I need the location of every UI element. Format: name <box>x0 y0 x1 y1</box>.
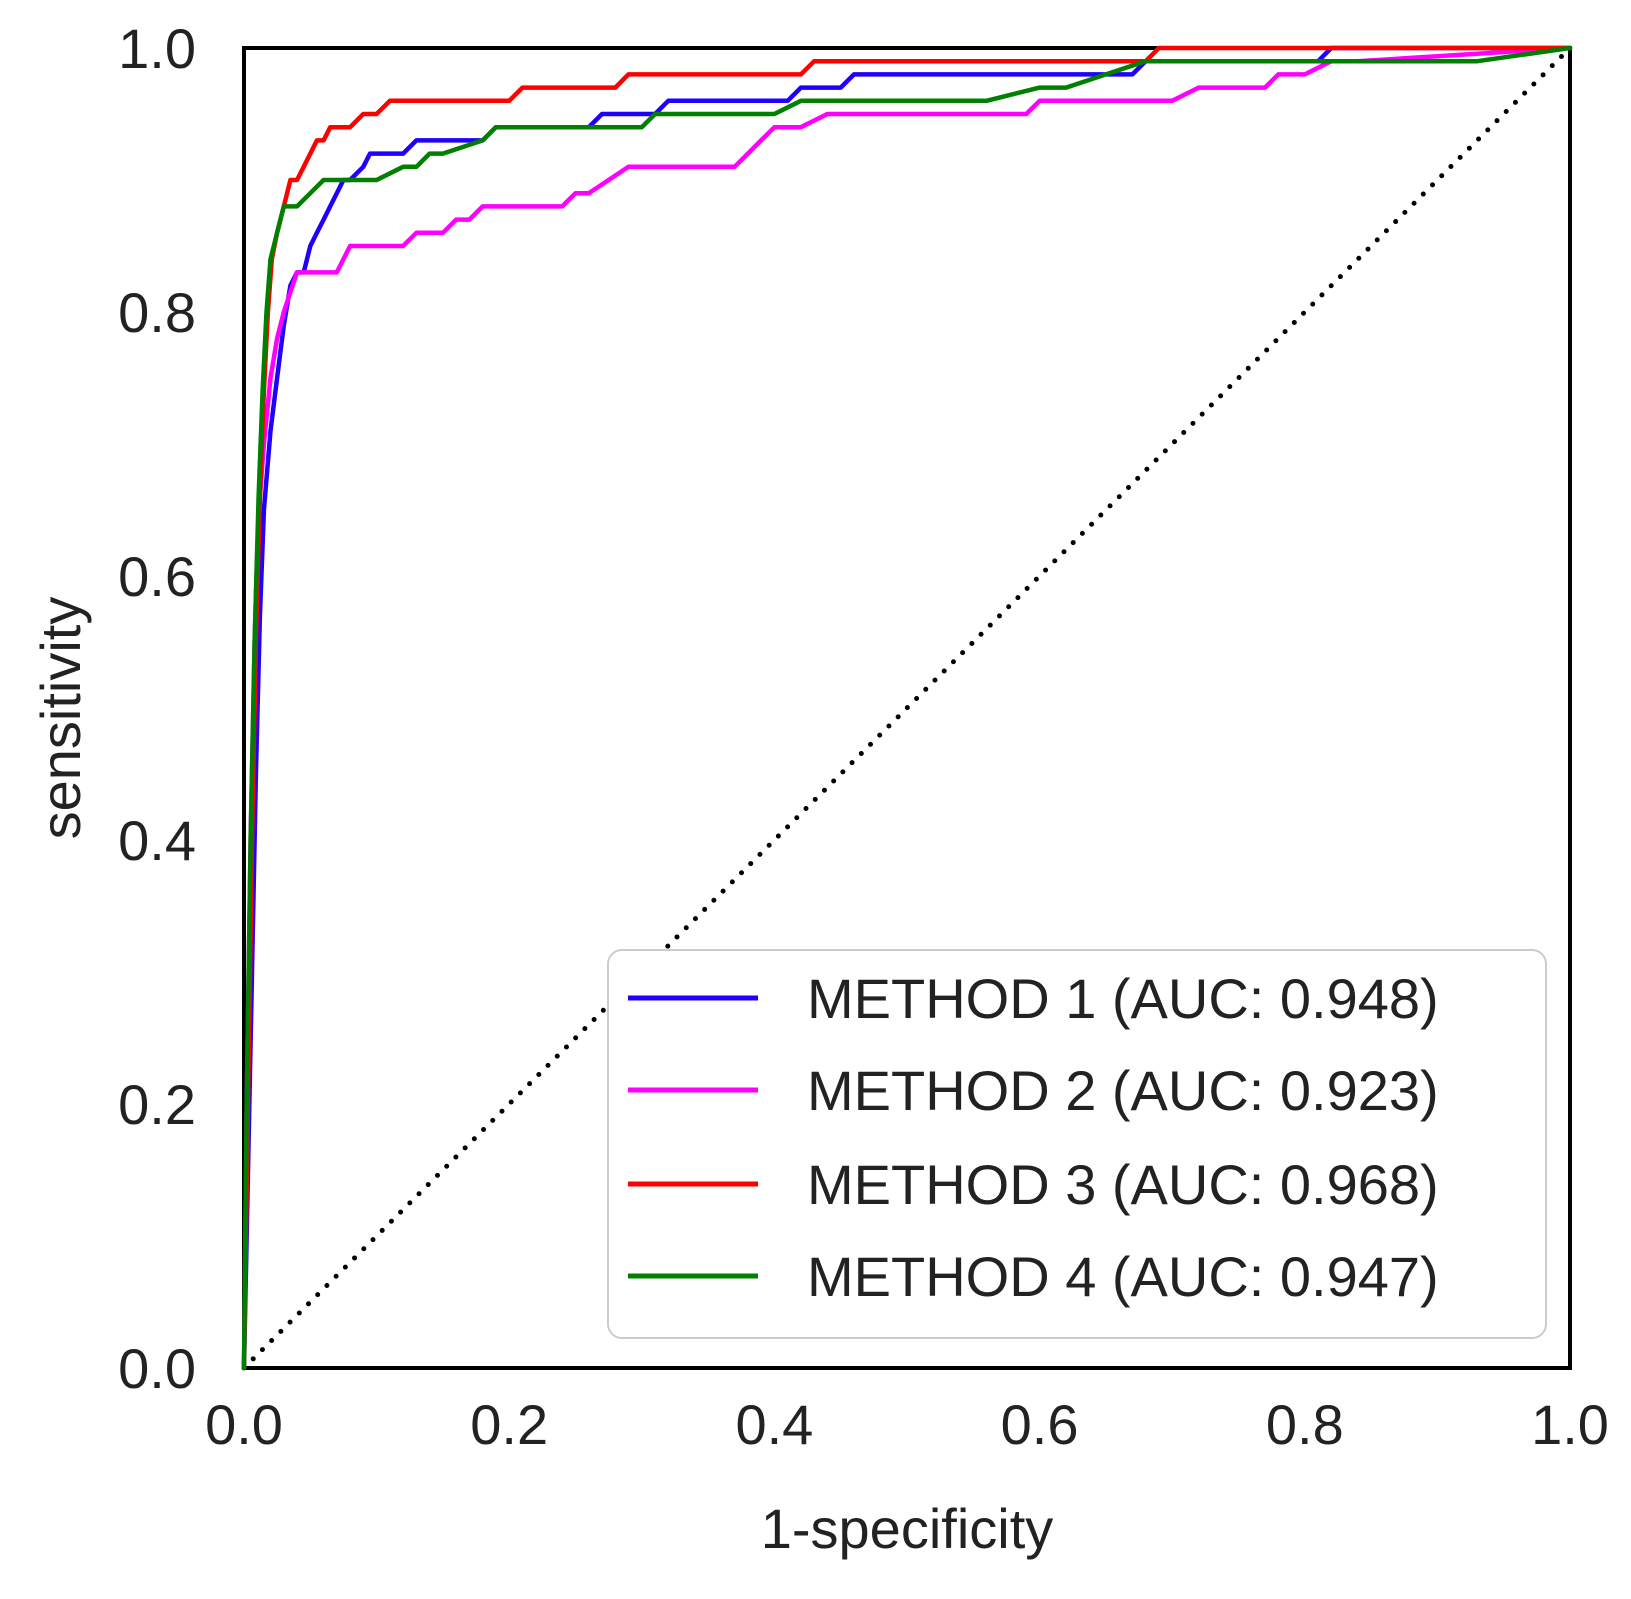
y-tick-label: 0.6 <box>118 545 196 608</box>
y-tick-label: 1.0 <box>118 17 196 80</box>
series-line-method-1 <box>241 45 1573 1371</box>
x-axis-ticks: 0.0 0.2 0.4 0.6 0.8 1.0 <box>205 1393 1609 1456</box>
y-axis-title: sensitivity <box>29 597 92 840</box>
x-tick-label: 0.8 <box>1266 1393 1344 1456</box>
y-tick-label: 0.8 <box>118 281 196 344</box>
series-line-method-2 <box>241 45 1573 1371</box>
legend: METHOD 1 (AUC: 0.948) METHOD 2 (AUC: 0.9… <box>607 949 1547 1339</box>
legend-label-method-1: METHOD 1 (AUC: 0.948) <box>807 967 1439 1030</box>
legend-label-method-2: METHOD 2 (AUC: 0.923) <box>807 1059 1439 1122</box>
y-tick-label: 0.4 <box>118 809 196 872</box>
y-tick-label: 0.2 <box>118 1073 196 1136</box>
x-tick-label: 0.0 <box>205 1393 283 1456</box>
series-line-method-4 <box>241 45 1573 1371</box>
legend-box <box>607 949 1547 1339</box>
x-tick-label: 0.6 <box>1001 1393 1079 1456</box>
x-tick-label: 0.2 <box>470 1393 548 1456</box>
diagonal-reference-line <box>241 45 1573 1371</box>
series-layer <box>241 45 1573 1371</box>
y-axis-ticks: 0.0 0.2 0.4 0.6 0.8 1.0 <box>118 17 196 1400</box>
x-axis-title: 1-specificity <box>761 1497 1054 1560</box>
legend-label-method-4: METHOD 4 (AUC: 0.947) <box>807 1245 1439 1308</box>
y-tick-label: 0.0 <box>118 1337 196 1400</box>
legend-label-method-3: METHOD 3 (AUC: 0.968) <box>807 1153 1439 1216</box>
x-tick-label: 1.0 <box>1531 1393 1609 1456</box>
diagonal-layer <box>241 45 1573 1371</box>
x-tick-label: 0.4 <box>735 1393 813 1456</box>
